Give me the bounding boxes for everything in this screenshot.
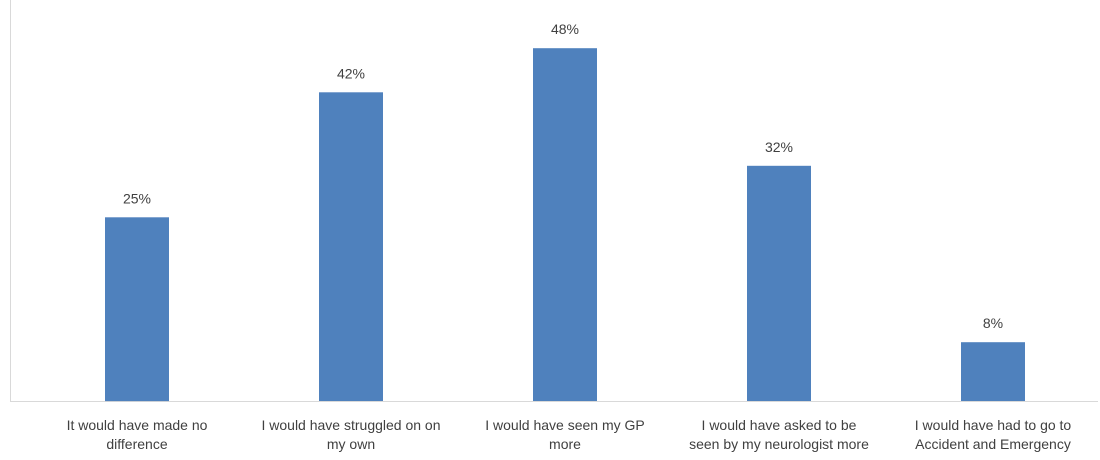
category-label-line: Accident and Emergency [915, 436, 1071, 452]
category-label-line: difference [106, 436, 167, 452]
bar-4 [747, 165, 811, 401]
bar-2 [319, 92, 383, 402]
category-label-2: I would have struggled on on my own [261, 417, 440, 452]
category-label-3: I would have seen my GP more [485, 417, 645, 452]
category-labels: It would have made no difference I would h… [67, 417, 1072, 452]
data-label-5: 8% [983, 315, 1003, 331]
category-label-1: It would have made no difference [67, 417, 208, 452]
category-label-4: I would have asked to be seen by my neuro… [689, 417, 869, 452]
data-label-4: 32% [765, 139, 793, 155]
category-label-line: I would have had to go to [915, 417, 1072, 433]
category-label-line: more [549, 436, 581, 452]
category-label-line: I would have seen my GP [485, 417, 645, 433]
data-labels: 25% 42% 48% 32% 8% [123, 21, 1003, 331]
category-label-5: I would have had to go to Accident and Em… [915, 417, 1072, 452]
bar-1 [105, 217, 169, 402]
bar-5 [961, 342, 1025, 401]
category-label-line: I would have asked to be [702, 417, 857, 433]
category-label-line: I would have struggled on on [261, 417, 440, 433]
category-label-line: It would have made no [67, 417, 208, 433]
data-label-2: 42% [337, 65, 365, 81]
bar-3 [533, 48, 597, 401]
category-label-line: my own [327, 436, 375, 452]
data-label-3: 48% [551, 21, 579, 37]
category-label-line: seen by my neurologist more [689, 436, 869, 452]
data-label-1: 25% [123, 190, 151, 206]
bar-series [105, 48, 1025, 402]
